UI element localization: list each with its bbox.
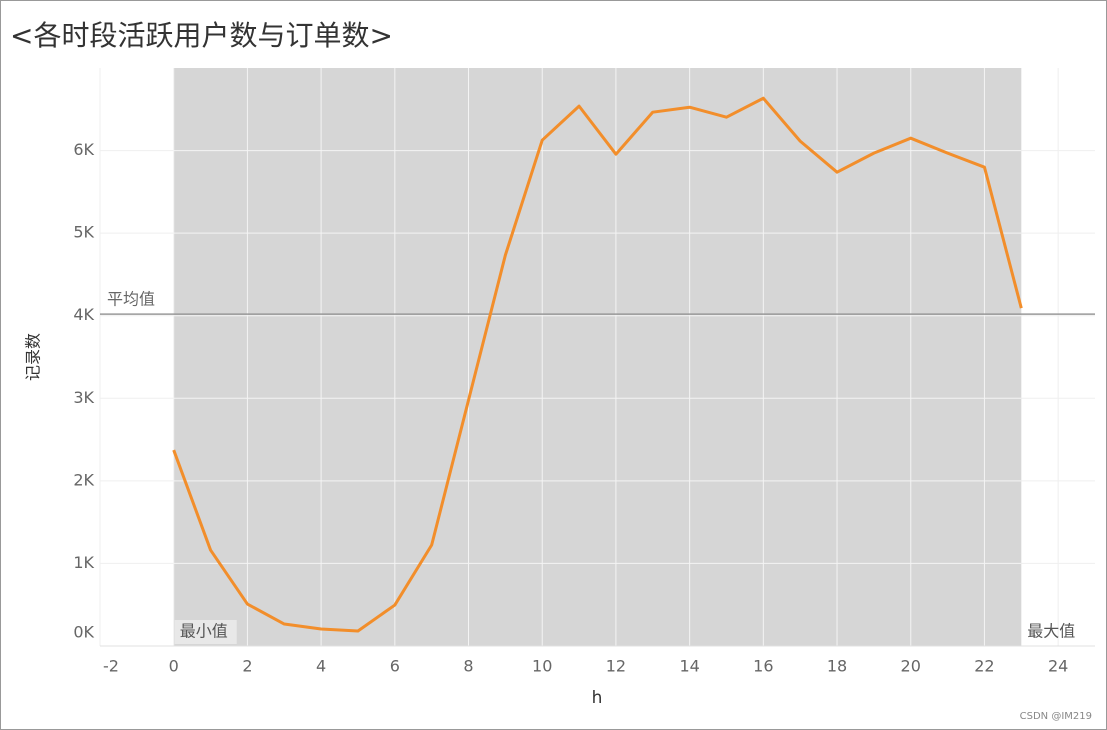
x-tick-label: 20 [901, 657, 921, 676]
y-tick-label: 3K [73, 388, 94, 407]
x-tick-label: 4 [316, 657, 326, 676]
band-label: 最小值 [180, 622, 228, 641]
band-label: 最大值 [1027, 622, 1075, 641]
x-tick-label: 12 [606, 657, 626, 676]
y-tick-label: 2K [73, 470, 94, 489]
x-tick-label: -2 [103, 657, 119, 676]
reference-band [173, 68, 1022, 646]
x-tick-label: 10 [532, 657, 552, 676]
x-tick-label: 18 [827, 657, 847, 676]
data-line [172, 96, 1023, 633]
x-tick-label: 24 [1048, 657, 1068, 676]
band-label-bg [174, 620, 237, 644]
reference-line-label: 平均值 [107, 290, 155, 309]
x-axis-label: h [592, 688, 603, 708]
y-tick-label: 0K [73, 623, 94, 642]
watermark: CSDN @IM219 [1020, 711, 1092, 722]
y-tick-label: 1K [73, 553, 94, 572]
x-tick-label: 6 [390, 657, 400, 676]
y-tick-label: 4K [73, 305, 94, 324]
chart-title: <各时段活跃用户数与订单数> [10, 19, 393, 52]
y-tick-label: 6K [73, 140, 94, 159]
x-tick-label: 8 [463, 657, 473, 676]
y-tick-label: 5K [73, 223, 94, 242]
x-tick-label: 2 [242, 657, 252, 676]
x-tick-label: 14 [679, 657, 699, 676]
x-tick-label: 0 [169, 657, 179, 676]
y-axis-label: 记录数 [24, 333, 43, 381]
x-tick-label: 16 [753, 657, 773, 676]
x-tick-label: 22 [974, 657, 994, 676]
